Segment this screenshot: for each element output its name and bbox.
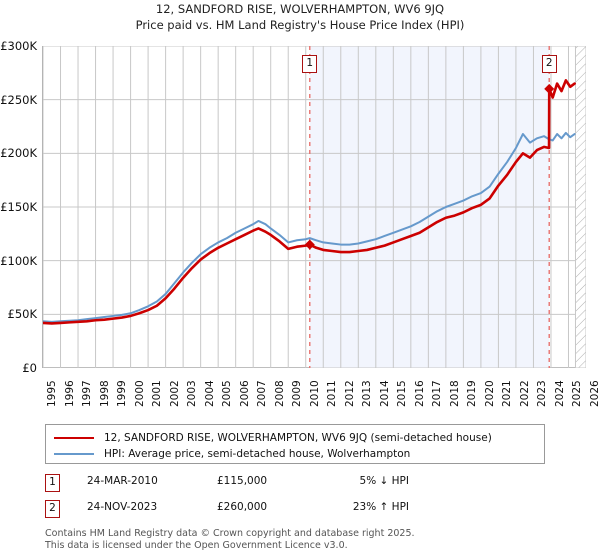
- transaction-price-1: £115,000: [217, 475, 268, 487]
- legend-label-price-paid: 12, SANDFORD RISE, WOLVERHAMPTON, WV6 9J…: [104, 432, 492, 444]
- x-axis-tick-label: 2022: [518, 380, 531, 407]
- y-axis-labels: £0 £50K £100K £150K £200K £250K £300K: [0, 39, 40, 375]
- x-axis-tick-label: 2025: [571, 380, 584, 407]
- x-axis-tick-label: 2015: [396, 380, 409, 407]
- chart-svg: [43, 46, 586, 368]
- transaction-index-2: 2: [45, 500, 60, 518]
- transaction-hpi-delta-1: 5% ↓ HPI: [359, 475, 409, 487]
- chart-marker-1[interactable]: 1: [302, 55, 318, 73]
- x-axis-tick-label: 2010: [308, 380, 321, 407]
- x-axis-tick-label: 2023: [536, 380, 549, 407]
- x-axis-tick-label: 1999: [116, 380, 129, 407]
- y-axis-tick-label: £200K: [0, 146, 37, 161]
- x-axis-tick-label: 2005: [221, 380, 234, 407]
- transaction-price-2: £260,000: [217, 501, 268, 513]
- x-axis-tick-label: 2016: [413, 380, 426, 407]
- page-subtitle: Price paid vs. HM Land Registry's House …: [135, 18, 465, 32]
- x-axis-tick-label: 2009: [291, 380, 304, 407]
- legend-item-price-paid: 12, SANDFORD RISE, WOLVERHAMPTON, WV6 9J…: [54, 430, 492, 446]
- x-axis-labels: 1995 1996 1997 1998 1999 2000 2001 2002 2003 2004…: [42, 371, 600, 411]
- y-axis-tick-label: £150K: [0, 200, 37, 214]
- x-axis-tick-label: 2013: [361, 380, 374, 407]
- x-axis-tick-label: 1996: [63, 380, 76, 407]
- x-axis-tick-label: 2007: [256, 380, 269, 407]
- x-axis-tick-label: 2004: [203, 380, 216, 407]
- y-axis-tick-label: £0: [22, 361, 37, 375]
- x-axis-tick-label: 2000: [133, 380, 146, 407]
- x-axis-tick-label: 2012: [343, 380, 356, 407]
- chart-plot-area: [42, 46, 586, 368]
- transaction-hpi-delta-2: 23% ↑ HPI: [352, 501, 409, 513]
- transaction-date-1: 24-MAR-2010: [87, 475, 158, 487]
- x-axis-tick-label: 2018: [448, 380, 461, 407]
- legend-item-hpi: HPI: Average price, semi-detached house,…: [54, 446, 410, 462]
- transaction-date-2: 24-NOV-2023: [87, 501, 158, 513]
- footer-line-1: Contains HM Land Registry data © Crown c…: [45, 528, 415, 539]
- x-axis-tick-label: 1997: [81, 380, 94, 407]
- x-axis-tick-label: 2014: [378, 380, 391, 407]
- x-axis-tick-label: 1998: [98, 380, 111, 407]
- y-axis-tick-label: £50K: [7, 307, 38, 322]
- table-row[interactable]: 1 24-MAR-2010 £115,000 5% ↓ HPI: [45, 472, 465, 498]
- chart-legend: 12, SANDFORD RISE, WOLVERHAMPTON, WV6 9J…: [45, 424, 545, 464]
- transaction-index-1: 1: [45, 474, 60, 492]
- y-axis-tick-label: £100K: [0, 253, 37, 268]
- table-row[interactable]: 2 24-NOV-2023 £260,000 23% ↑ HPI: [45, 498, 465, 524]
- x-axis-tick-label: 2021: [501, 380, 514, 407]
- x-axis-tick-label: 2019: [466, 380, 479, 407]
- legend-label-hpi: HPI: Average price, semi-detached house,…: [104, 448, 411, 460]
- x-axis-tick-label: 2017: [431, 380, 444, 407]
- legend-swatch-price-paid: [54, 437, 94, 439]
- x-axis-tick-label: 2026: [589, 380, 600, 407]
- x-axis-tick-label: 2011: [326, 380, 339, 407]
- x-axis-tick-label: 1995: [46, 380, 58, 407]
- transactions-table: 1 24-MAR-2010 £115,000 5% ↓ HPI 2 24-NOV…: [45, 472, 465, 524]
- x-axis-tick-label: 2003: [186, 380, 199, 407]
- x-axis-tick-label: 2002: [168, 380, 181, 407]
- x-axis-tick-label: 2008: [273, 380, 286, 407]
- footer-attribution: Contains HM Land Registry data © Crown c…: [45, 528, 565, 551]
- x-axis-tick-label: 2006: [238, 380, 251, 407]
- x-axis-tick-label: 2020: [483, 380, 496, 407]
- chart-marker-2[interactable]: 2: [541, 55, 557, 73]
- legend-swatch-hpi: [54, 453, 94, 455]
- footer-line-2: This data is licensed under the Open Gov…: [45, 539, 348, 551]
- x-axis-tick-label: 2001: [151, 380, 164, 407]
- page-title: 12, SANDFORD RISE, WOLVERHAMPTON, WV6 9J…: [155, 2, 445, 16]
- y-axis-tick-label: £300K: [0, 39, 37, 53]
- x-axis-tick-label: 2024: [553, 380, 566, 407]
- y-axis-tick-label: £250K: [0, 92, 37, 107]
